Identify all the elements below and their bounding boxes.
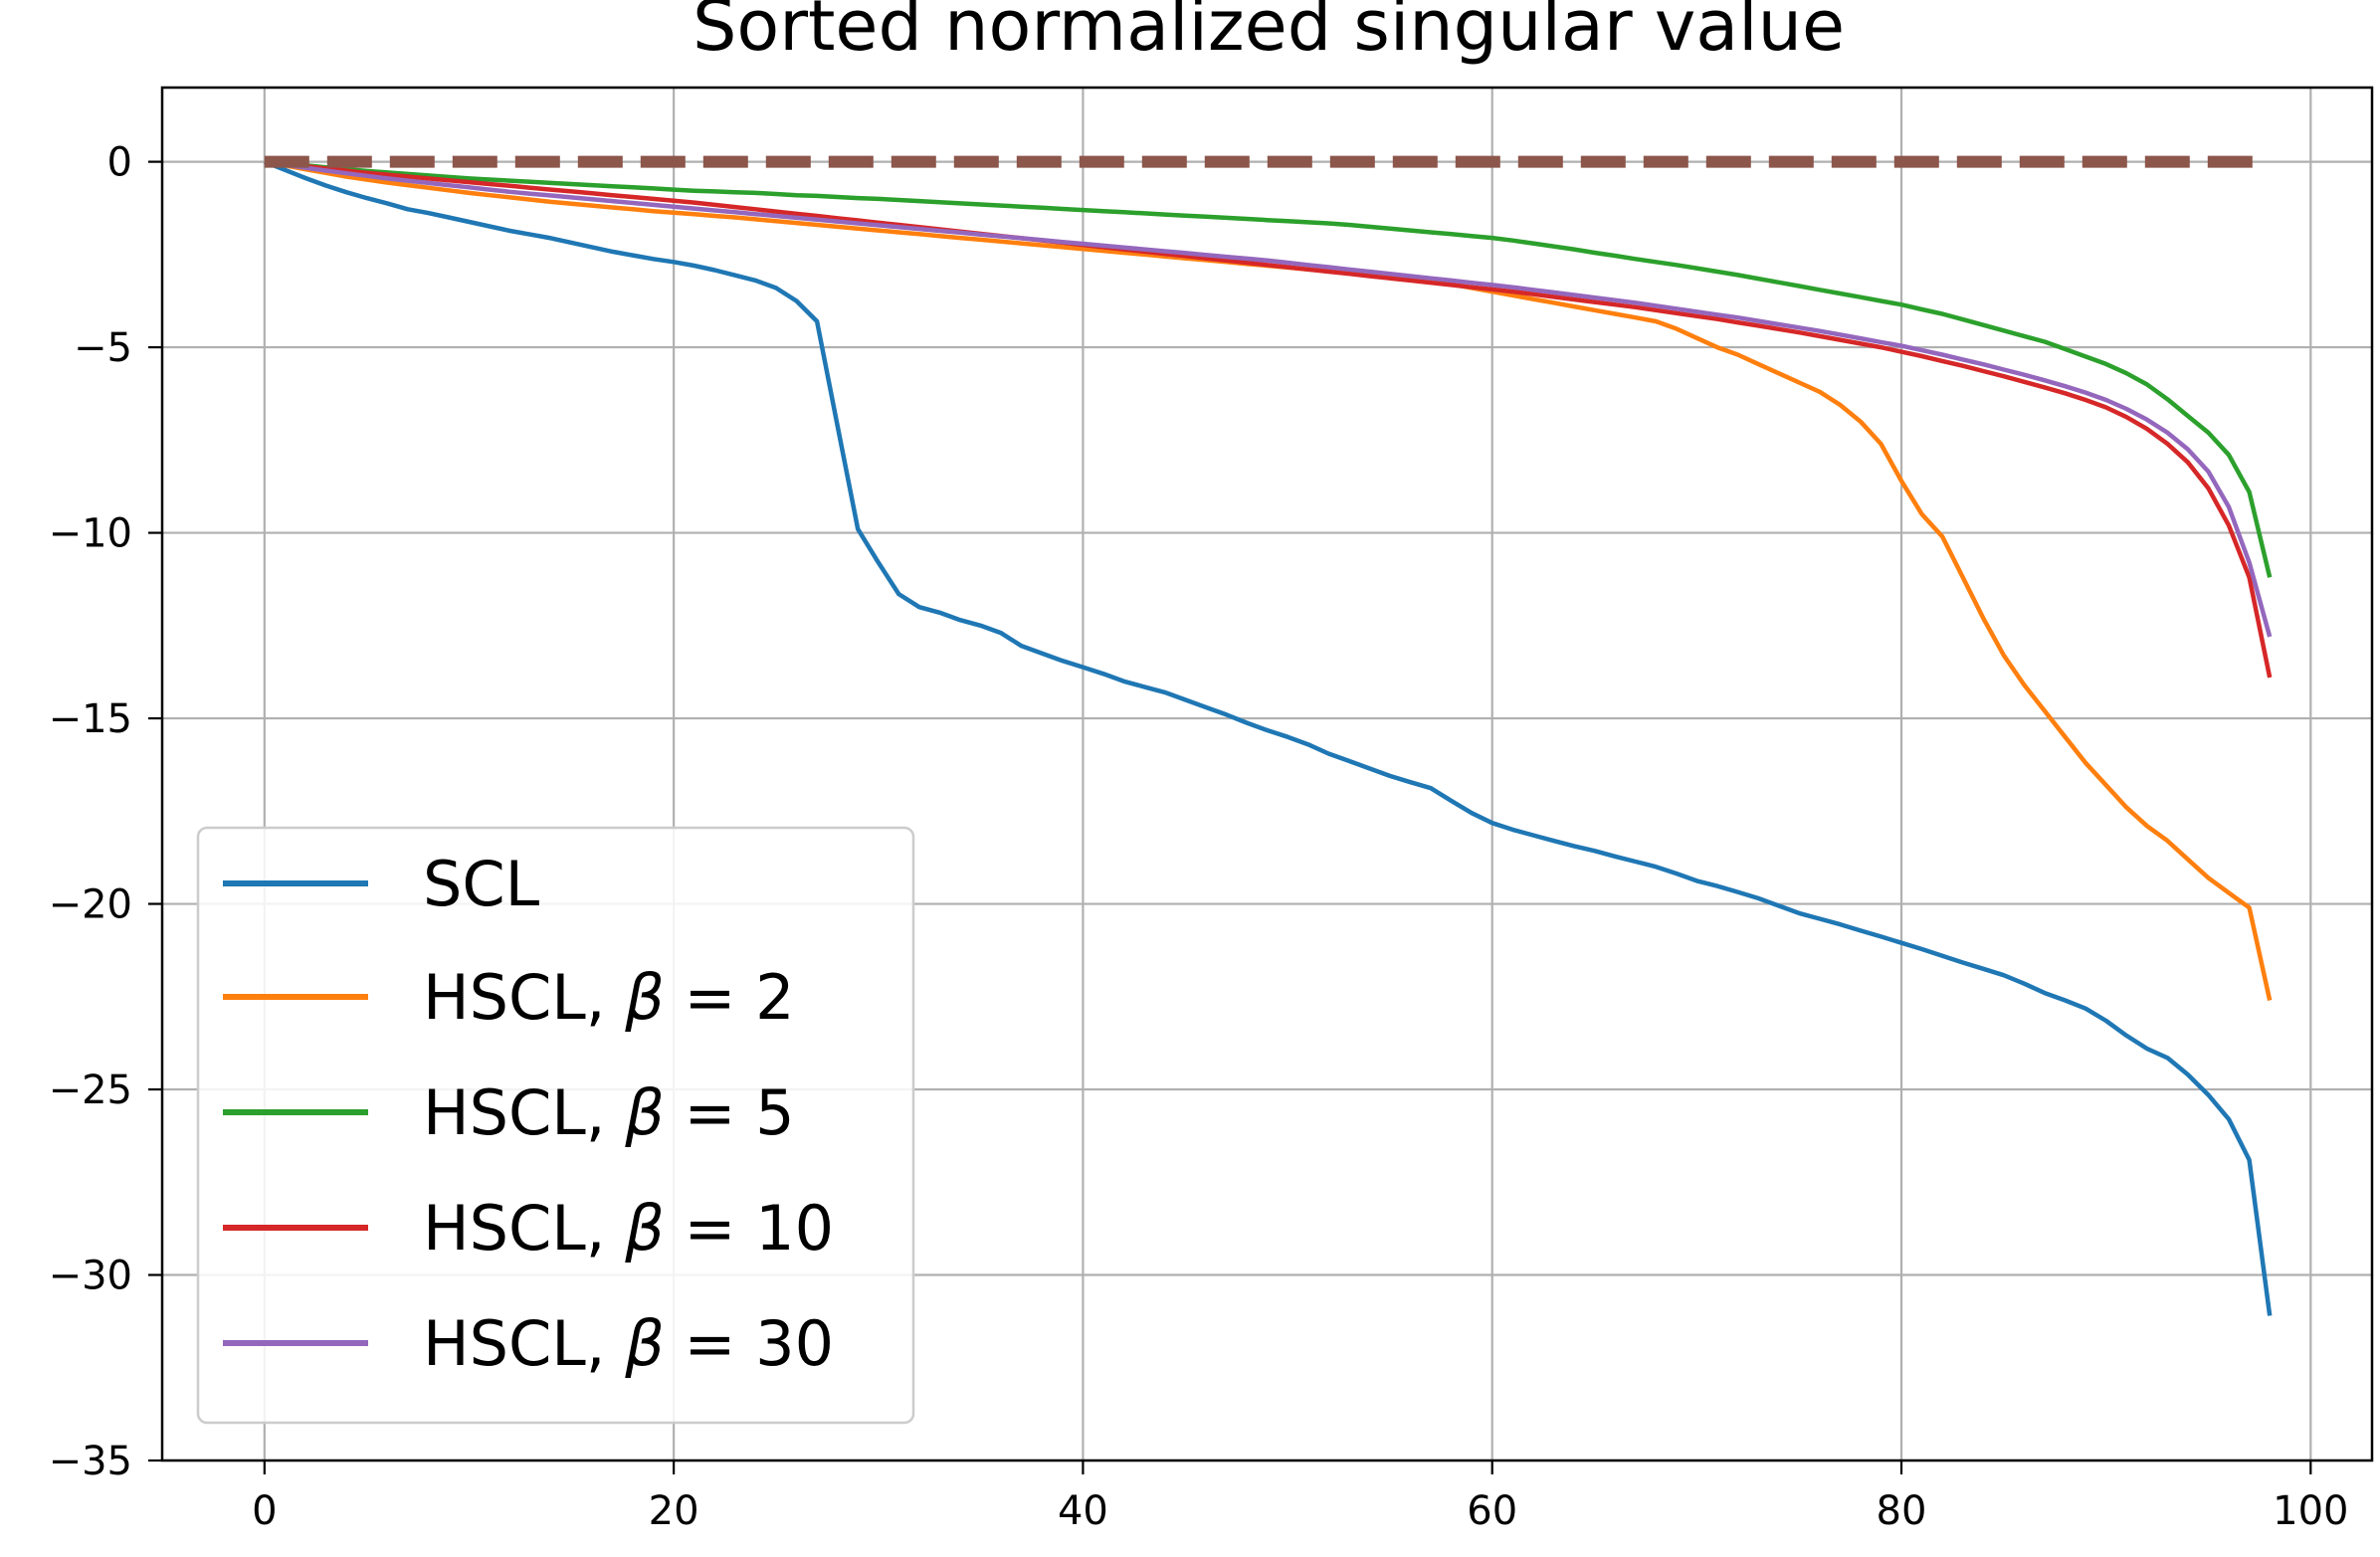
legend-box bbox=[196, 826, 915, 1425]
y-tick-label: −30 bbox=[49, 1254, 132, 1299]
axis-ticks: 0 20 40 60 80 100 0 −5 −10 −15 −20 −25 −30 −35 bbox=[49, 140, 2349, 1534]
y-tick-label: −35 bbox=[49, 1439, 132, 1484]
series-line-3 bbox=[264, 159, 2273, 578]
chart-title: Sorted normalized singular value bbox=[693, 0, 1845, 67]
x-tick-label: 60 bbox=[1467, 1488, 1517, 1534]
x-tick-label: 40 bbox=[1058, 1488, 1108, 1534]
y-tick-label: −25 bbox=[49, 1068, 132, 1113]
plot-frame bbox=[160, 86, 2374, 1462]
x-tick-label: 0 bbox=[252, 1488, 277, 1534]
x-tick-label: 100 bbox=[2273, 1488, 2348, 1534]
series-line-4 bbox=[264, 159, 2273, 679]
legend-label: HSCL, β = 30 bbox=[423, 1307, 834, 1380]
series-line-1 bbox=[263, 159, 2273, 1316]
series-line-5 bbox=[264, 159, 2273, 638]
y-tick-label: −5 bbox=[74, 325, 132, 371]
y-tick-label: −20 bbox=[49, 882, 132, 928]
y-tick-label: 0 bbox=[107, 140, 132, 186]
legend-label: HSCL, β = 5 bbox=[423, 1076, 795, 1149]
legend-label: SCL bbox=[423, 848, 540, 920]
legend-label: HSCL, β = 2 bbox=[423, 961, 795, 1034]
x-tick-label: 20 bbox=[649, 1488, 699, 1534]
x-tick-label: 80 bbox=[1877, 1488, 1927, 1534]
y-tick-label: −10 bbox=[49, 511, 132, 557]
legend: SCL HSCL, β = 2 HSCL, β = 5 HSCL, β = 10 HSC… bbox=[196, 826, 915, 1425]
plot-series bbox=[263, 155, 2273, 1316]
y-tick-label: −15 bbox=[49, 696, 132, 742]
legend-label: HSCL, β = 10 bbox=[423, 1192, 834, 1265]
